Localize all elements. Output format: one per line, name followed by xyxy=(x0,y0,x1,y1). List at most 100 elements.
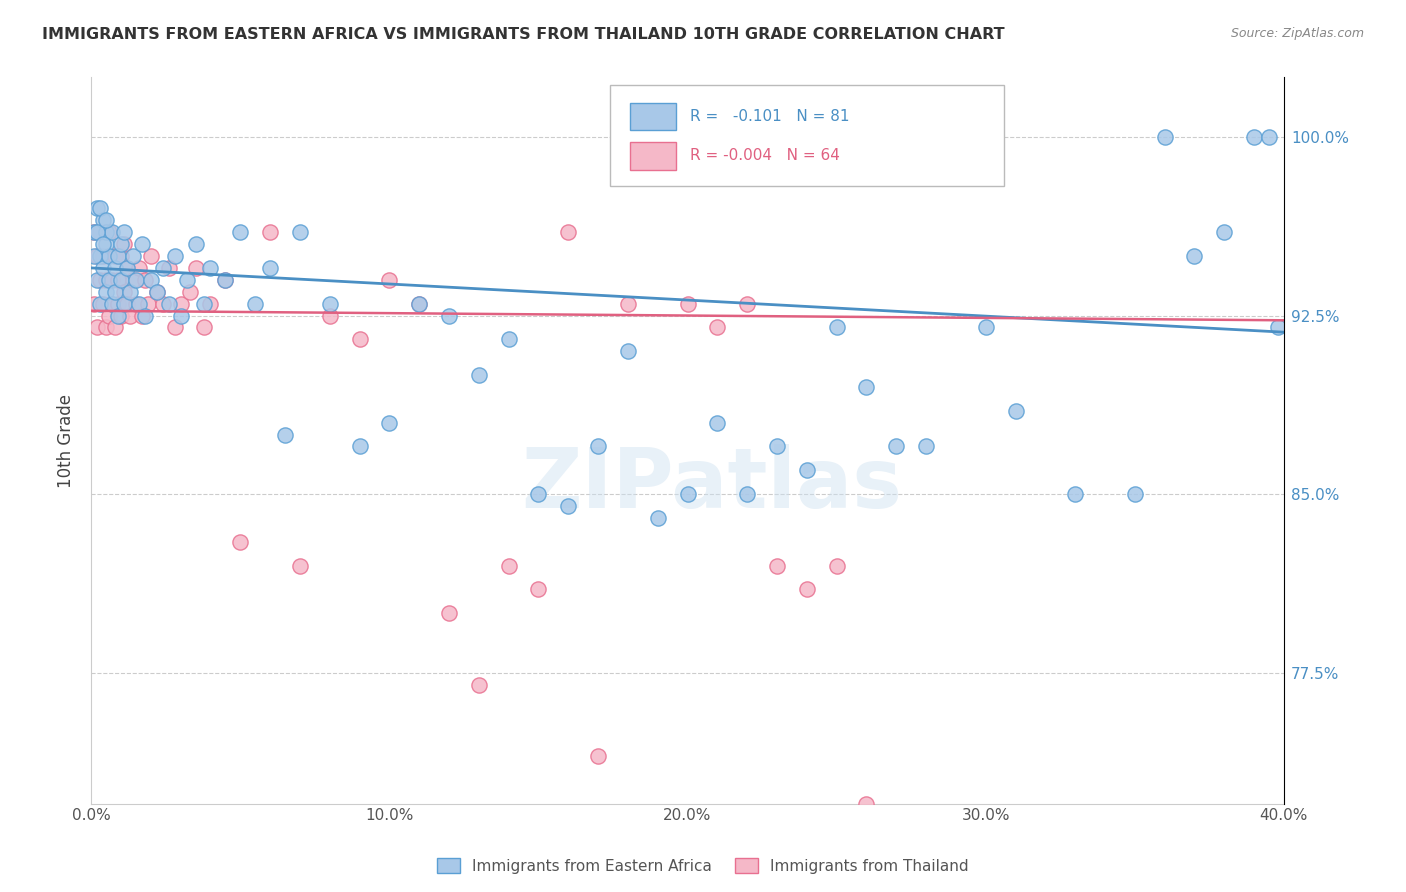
Point xyxy=(107,296,129,310)
Text: ZIPatlas: ZIPatlas xyxy=(520,443,901,524)
Point xyxy=(98,309,121,323)
Point xyxy=(112,285,135,299)
Point xyxy=(101,273,124,287)
Text: Source: ZipAtlas.com: Source: ZipAtlas.com xyxy=(1230,27,1364,40)
Point xyxy=(193,296,215,310)
Point xyxy=(855,797,877,811)
Point xyxy=(184,237,207,252)
Point xyxy=(617,296,640,310)
Point xyxy=(122,249,145,263)
Point xyxy=(229,534,252,549)
Text: R = -0.004   N = 64: R = -0.004 N = 64 xyxy=(690,148,839,163)
Point xyxy=(408,296,430,310)
Point xyxy=(115,260,138,275)
Point xyxy=(136,296,159,310)
Point xyxy=(83,249,105,263)
Point xyxy=(89,296,111,310)
Point xyxy=(101,225,124,239)
Point xyxy=(1267,320,1289,334)
Point xyxy=(408,296,430,310)
Point xyxy=(676,296,699,310)
Point xyxy=(179,285,201,299)
Point xyxy=(318,309,340,323)
Point xyxy=(437,309,460,323)
Point xyxy=(766,440,789,454)
Point xyxy=(200,260,222,275)
Point xyxy=(437,606,460,620)
Point xyxy=(131,237,153,252)
Point xyxy=(115,260,138,275)
Point xyxy=(766,558,789,573)
Point xyxy=(735,487,758,501)
Point xyxy=(349,440,371,454)
Point xyxy=(110,249,132,263)
Point xyxy=(86,320,108,334)
Point xyxy=(527,487,550,501)
Legend: Immigrants from Eastern Africa, Immigrants from Thailand: Immigrants from Eastern Africa, Immigran… xyxy=(432,852,974,880)
Point xyxy=(104,285,127,299)
Point xyxy=(1258,130,1281,145)
Point xyxy=(112,237,135,252)
Point xyxy=(855,380,877,394)
FancyBboxPatch shape xyxy=(630,142,676,169)
Point xyxy=(101,296,124,310)
Point xyxy=(498,558,520,573)
Point xyxy=(796,463,818,477)
Point xyxy=(107,249,129,263)
Point xyxy=(259,225,281,239)
Point xyxy=(288,225,311,239)
Point xyxy=(1004,404,1026,418)
Point xyxy=(527,582,550,597)
Point xyxy=(134,309,156,323)
Point xyxy=(586,440,609,454)
Point xyxy=(706,320,728,334)
Point xyxy=(349,332,371,346)
Point xyxy=(796,582,818,597)
Point xyxy=(169,309,191,323)
Point xyxy=(176,273,198,287)
Point xyxy=(107,273,129,287)
Point xyxy=(128,296,150,310)
Point xyxy=(110,273,132,287)
Point xyxy=(98,225,121,239)
Point xyxy=(157,260,180,275)
Point xyxy=(118,309,141,323)
Point xyxy=(115,296,138,310)
Point xyxy=(91,213,114,227)
Point xyxy=(825,320,848,334)
Point xyxy=(1153,130,1175,145)
Point xyxy=(89,225,111,239)
Point xyxy=(557,225,579,239)
Point xyxy=(1184,249,1206,263)
Point xyxy=(91,296,114,310)
Point xyxy=(94,225,117,239)
Point xyxy=(83,225,105,239)
Point xyxy=(86,273,108,287)
Point xyxy=(139,249,162,263)
Point xyxy=(110,237,132,252)
Point xyxy=(83,225,105,239)
Text: R =   -0.101   N = 81: R = -0.101 N = 81 xyxy=(690,109,849,124)
Point xyxy=(125,273,148,287)
Point xyxy=(139,273,162,287)
Point xyxy=(214,273,236,287)
Point xyxy=(1064,487,1087,501)
Y-axis label: 10th Grade: 10th Grade xyxy=(58,393,75,488)
Point xyxy=(318,296,340,310)
Point xyxy=(128,260,150,275)
Point xyxy=(706,416,728,430)
Point xyxy=(676,487,699,501)
Point xyxy=(884,440,907,454)
Point xyxy=(86,202,108,216)
Point xyxy=(617,344,640,359)
Point xyxy=(86,249,108,263)
Point xyxy=(91,260,114,275)
Point xyxy=(134,273,156,287)
Point xyxy=(735,296,758,310)
Point xyxy=(86,225,108,239)
Point xyxy=(498,332,520,346)
Point xyxy=(163,249,186,263)
Point xyxy=(94,320,117,334)
Point xyxy=(89,273,111,287)
Point xyxy=(110,309,132,323)
